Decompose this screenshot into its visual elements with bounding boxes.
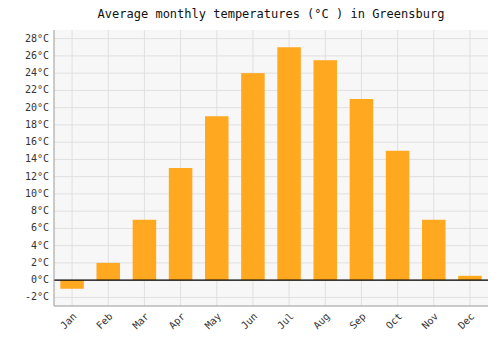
grid-line-y [54, 159, 488, 160]
y-tick-label: 4°C [31, 240, 49, 251]
y-tick-label: 26°C [25, 50, 49, 61]
x-tick-label: May [203, 311, 224, 332]
x-tick-label: Oct [384, 311, 405, 332]
x-axis-line [54, 306, 488, 307]
x-tick-label: Dec [456, 311, 477, 332]
y-tick-label: 22°C [25, 84, 49, 95]
grid-line-y [54, 55, 488, 56]
x-tick-label: Aug [311, 311, 332, 332]
y-tick-label: 28°C [25, 33, 49, 44]
bar [133, 220, 157, 280]
y-tick-label: 24°C [25, 67, 49, 78]
chart: -2°C 0°C 2°C 4°C 6°C 8°C 10°C 12°C 14°C 16°C 18°C 2… [0, 0, 500, 350]
bar [386, 151, 410, 280]
bar [422, 220, 446, 280]
y-tick-label: 12°C [25, 171, 49, 182]
bar [277, 47, 301, 280]
x-tick-label: Jul [275, 311, 296, 332]
x-tick-label: Apr [167, 311, 188, 332]
grid [54, 30, 488, 306]
grid-line-y [54, 107, 488, 108]
bar [96, 263, 120, 280]
grid-line-y [54, 124, 488, 125]
y-tick-label: 14°C [25, 153, 49, 164]
y-tick-label: 2°C [31, 257, 49, 268]
bar [350, 99, 374, 280]
y-tick-label: 6°C [31, 222, 49, 233]
bar [241, 73, 265, 280]
y-tick-label: 16°C [25, 136, 49, 147]
x-tick-label: Mar [130, 311, 151, 332]
x-tick-label: Sep [347, 311, 368, 332]
grid-line-y [54, 90, 488, 91]
bar [169, 168, 193, 280]
x-tick-label: Feb [94, 311, 115, 332]
bar [205, 116, 229, 280]
bars [60, 47, 481, 289]
y-tick-label: 8°C [31, 205, 49, 216]
x-tick-label: Jan [58, 311, 79, 332]
grid-line-y [54, 73, 488, 74]
bar [313, 60, 337, 280]
baseline [54, 280, 488, 281]
y-tick-label: 0°C [31, 274, 49, 285]
title: Average monthly temperatures (°C ) in Gr… [98, 7, 445, 21]
grid-line-x [72, 30, 73, 306]
plot-area [54, 30, 488, 306]
grid-line-y [54, 38, 488, 39]
grid-line-y [54, 211, 488, 212]
grid-line-y [54, 142, 488, 143]
y-tick-label: 18°C [25, 119, 49, 130]
bar [458, 276, 482, 280]
grid-line-y [54, 297, 488, 298]
grid-line-y [54, 193, 488, 194]
bar [60, 280, 84, 289]
grid-line-y [54, 280, 488, 281]
grid-line-y [54, 176, 488, 177]
x-tick-label: Nov [420, 311, 441, 332]
y-axis-line [54, 30, 55, 306]
grid-line-x [469, 30, 470, 306]
y-tick-label: 20°C [25, 102, 49, 113]
y-tick-label: -2°C [25, 291, 49, 302]
x-tick-label: Jun [239, 311, 260, 332]
y-tick-label: 10°C [25, 188, 49, 199]
